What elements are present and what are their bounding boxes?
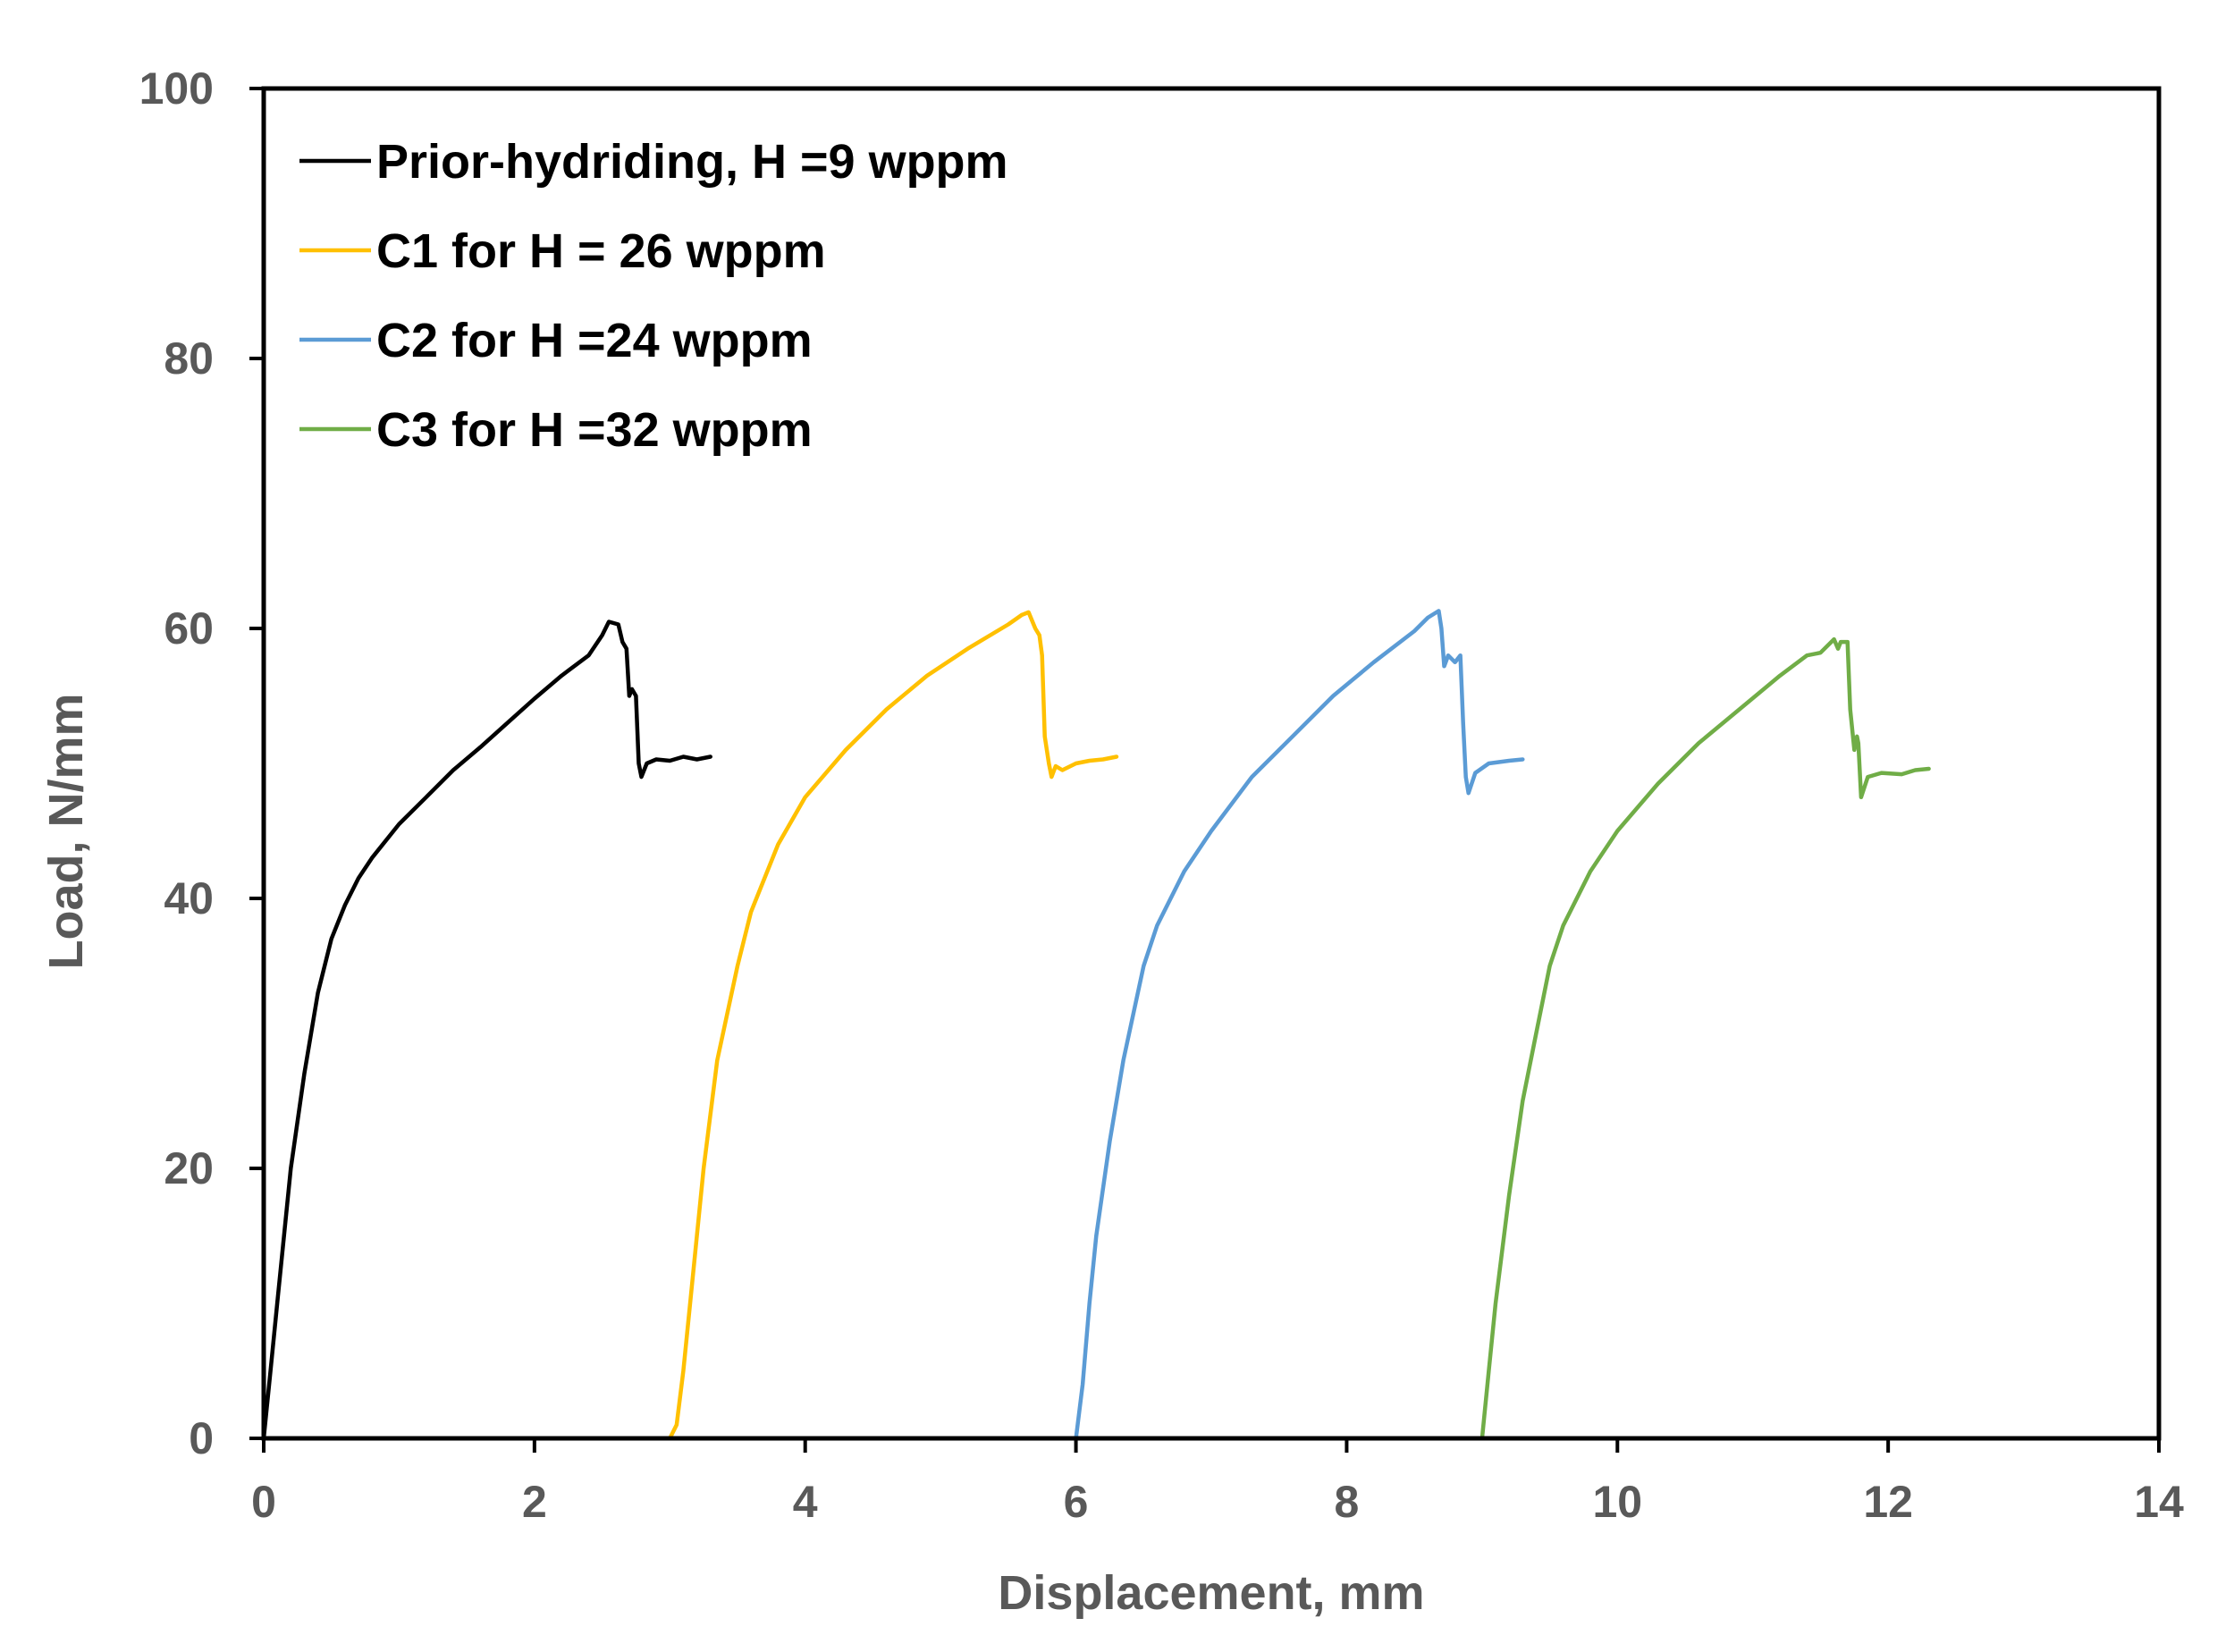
plot-frame	[261, 86, 2162, 1441]
x-tick-label: 0	[251, 1477, 276, 1527]
series-line-4	[1479, 636, 1931, 1441]
tick-layer: 0 2 4 6 8 10 12 14 0 20 40 60 80 100	[139, 63, 2184, 1527]
x-tick-label: 6	[1064, 1477, 1089, 1527]
x-tick-label: 2	[522, 1477, 547, 1527]
y-tick-label: 60	[164, 603, 214, 653]
y-tick-label: 40	[164, 873, 214, 923]
y-tick-label: 100	[139, 63, 214, 114]
legend-label-2: C1 for H = 26 wppm	[376, 224, 826, 278]
series-line-2	[668, 610, 1119, 1441]
legend-label-1: Prior-hydriding, H =9 wppm	[376, 135, 1008, 189]
series-line-1	[261, 620, 712, 1441]
y-tick-label: 80	[164, 333, 214, 384]
y-tick-label: 0	[189, 1413, 214, 1463]
x-tick-label: 10	[1592, 1477, 1642, 1527]
legend-label-3: C2 for H =24 wppm	[376, 314, 813, 367]
y-axis-title: Load, N/mm	[39, 693, 93, 969]
y-tick-label: 20	[164, 1143, 214, 1193]
x-axis-title: Displacement, mm	[998, 1566, 1424, 1620]
legend: Prior-hydriding, H =9 wppm C1 for H = 26 …	[299, 135, 1008, 457]
x-tick-label: 4	[793, 1477, 818, 1527]
legend-label-4: C3 for H =32 wppm	[376, 403, 813, 457]
x-tick-label: 8	[1335, 1477, 1360, 1527]
x-tick-label: 14	[2134, 1477, 2184, 1527]
x-tick-label: 12	[1863, 1477, 1913, 1527]
series-line-3	[1074, 609, 1525, 1441]
series-layer	[261, 609, 1931, 1441]
